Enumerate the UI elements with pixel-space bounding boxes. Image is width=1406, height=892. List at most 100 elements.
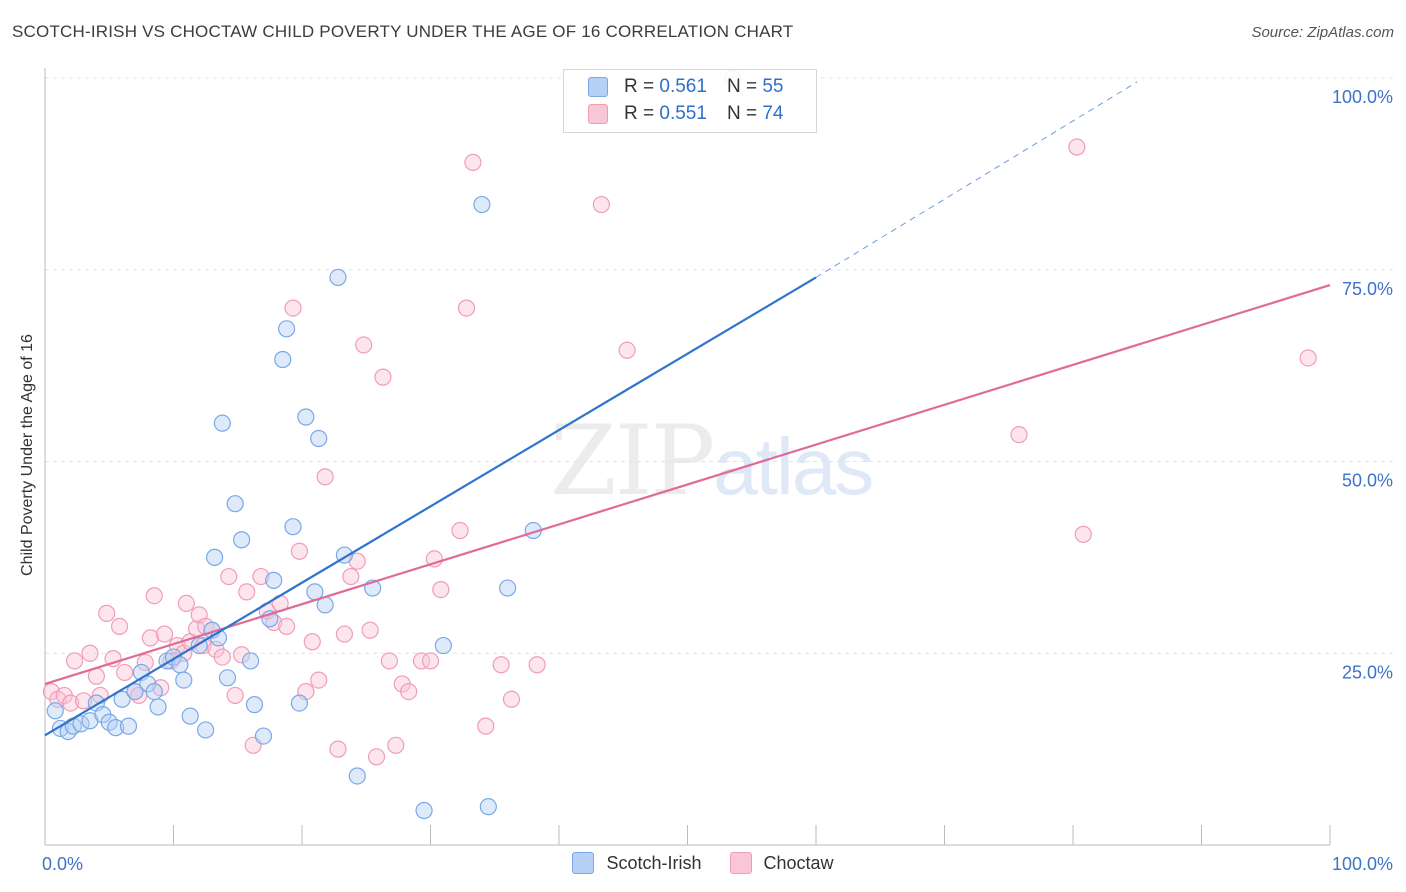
choctaw-n: 74	[762, 103, 784, 124]
choctaw-point	[451, 521, 469, 540]
choctaw-point	[252, 567, 270, 586]
choctaw-point	[290, 542, 309, 560]
scotch-irish-point	[274, 350, 292, 369]
choctaw-swatch	[588, 104, 608, 124]
y-tick-label: 75.0%	[1342, 279, 1393, 299]
choctaw-point	[213, 648, 231, 666]
choctaw-point	[400, 682, 418, 701]
watermark-atlas: atlas	[713, 422, 874, 511]
choctaw-point	[116, 663, 134, 682]
choctaw-point	[335, 625, 354, 643]
x-tick-label: 100.0%	[1332, 854, 1393, 874]
choctaw-point	[380, 652, 398, 670]
scotch-irish-point	[290, 694, 309, 712]
scotch-irish-n: 55	[762, 76, 784, 97]
choctaw-point	[226, 686, 244, 705]
scotch-irish-point	[119, 717, 138, 735]
scotch-irish-trend-extension	[815, 81, 1138, 278]
choctaw-point	[177, 594, 195, 612]
scotch-irish-point	[233, 531, 251, 549]
scotch-irish-point	[113, 690, 131, 708]
choctaw-point	[374, 368, 392, 386]
choctaw-point	[141, 629, 159, 647]
scotch-irish-point	[206, 548, 224, 566]
choctaw-point	[74, 692, 93, 710]
scotch-irish-point	[181, 707, 199, 725]
choctaw-point	[477, 717, 495, 735]
watermark: ZIPatlas	[550, 405, 874, 517]
choctaw-point	[432, 580, 450, 599]
scotch-irish-point	[254, 727, 273, 745]
choctaw-point	[457, 299, 476, 317]
choctaw-point	[1074, 525, 1092, 543]
scotch-irish-point	[145, 682, 163, 701]
choctaw-point	[492, 656, 510, 674]
scotch-irish-point	[197, 721, 215, 739]
choctaw-point	[1299, 349, 1317, 367]
choctaw-point	[361, 621, 379, 639]
stats-legend: R = 0.561 N = 55 R = 0.551 N = 74	[563, 69, 817, 133]
scotch-irish-point	[479, 798, 497, 816]
r-label: R =	[624, 76, 655, 97]
legend-item-scotch-irish: Scotch-Irish	[572, 852, 702, 874]
scotch-irish-point	[297, 408, 315, 426]
choctaw-point	[421, 652, 440, 670]
scotch-irish-point	[329, 268, 347, 287]
choctaw-point	[316, 468, 334, 486]
legend-item-choctaw: Choctaw	[729, 852, 834, 874]
source-label: Source: ZipAtlas.com	[1251, 24, 1394, 41]
choctaw-point	[155, 625, 174, 643]
scotch-irish-r: 0.561	[659, 76, 707, 97]
scotch-irish-point	[126, 682, 144, 701]
scotch-irish-point	[218, 669, 237, 687]
choctaw-point	[412, 652, 431, 670]
scotch-irish-trend-line	[44, 276, 817, 737]
x-tick-label: 0.0%	[42, 854, 83, 874]
scotch-irish-point	[242, 652, 260, 670]
scotch-irish-point	[175, 671, 193, 689]
scotch-irish-legend-swatch	[572, 852, 595, 874]
choctaw-point	[355, 336, 373, 354]
scotch-irish-point	[46, 702, 64, 720]
scotch-irish-point	[348, 767, 366, 785]
choctaw-point	[618, 341, 636, 359]
choctaw-point	[1068, 138, 1086, 156]
choctaw-point	[329, 740, 347, 758]
scotch-irish-point	[277, 320, 296, 338]
scotch-irish-point	[499, 579, 517, 597]
choctaw-point	[502, 690, 521, 708]
choctaw-point	[310, 671, 328, 689]
n-label: N =	[726, 103, 758, 124]
scotch-irish-point	[434, 636, 452, 655]
choctaw-point	[284, 299, 302, 317]
choctaw-point	[145, 587, 163, 605]
choctaw-point	[110, 617, 129, 636]
choctaw-point	[98, 604, 116, 622]
choctaw-legend-swatch	[729, 852, 752, 874]
scotch-irish-point	[149, 698, 167, 716]
choctaw-r: 0.551	[659, 103, 707, 124]
choctaw-point	[62, 694, 80, 712]
scotch-irish-legend-label: Scotch-Irish	[606, 852, 702, 873]
scotch-irish-point	[415, 801, 433, 820]
choctaw-point	[464, 153, 482, 171]
choctaw-point	[342, 567, 360, 586]
choctaw-point	[592, 195, 611, 214]
choctaw-point	[387, 736, 405, 754]
y-tick-label: 100.0%	[1332, 87, 1393, 107]
legend-row-scotch-irish: R = 0.561 N = 55	[588, 75, 783, 99]
choctaw-point	[1010, 426, 1028, 444]
scotch-irish-point	[284, 518, 302, 536]
choctaw-trend-line	[44, 284, 1331, 685]
scotch-irish-swatch	[588, 77, 608, 97]
scotch-irish-point	[107, 719, 125, 737]
choctaw-point	[367, 748, 386, 766]
scotch-irish-point	[245, 696, 264, 714]
scotch-irish-point	[72, 715, 90, 733]
y-axis-label: Child Poverty Under the Age of 16	[19, 334, 36, 576]
choctaw-legend-label: Choctaw	[763, 852, 834, 873]
scotch-irish-point	[226, 495, 244, 513]
n-label: N =	[726, 76, 758, 97]
y-tick-label: 25.0%	[1342, 662, 1393, 682]
scotch-irish-point	[473, 195, 491, 214]
